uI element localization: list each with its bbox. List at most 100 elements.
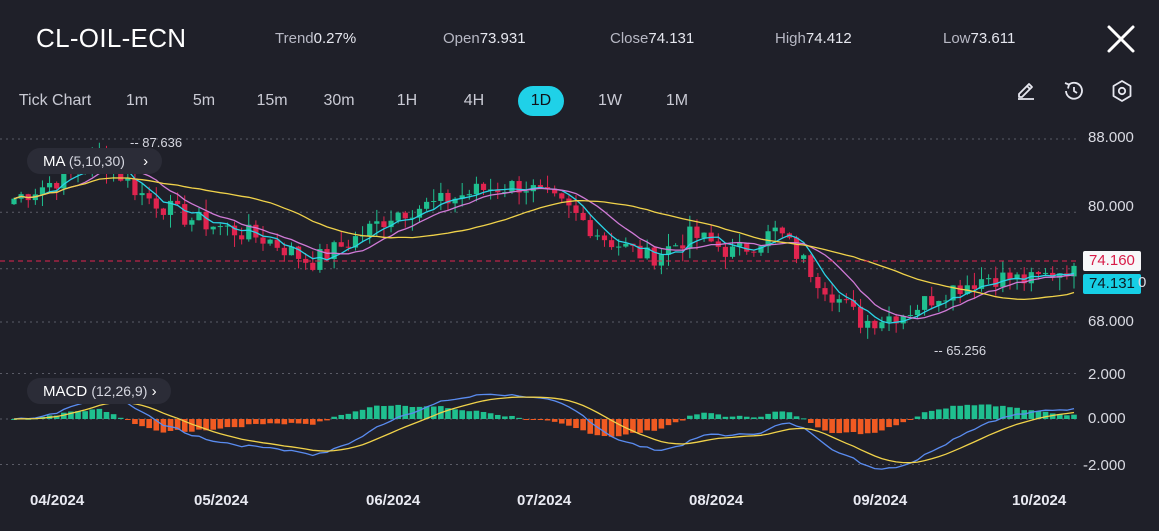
candle-body — [687, 226, 693, 249]
macd-histogram-bar — [822, 419, 828, 431]
macd-histogram-bar — [679, 419, 686, 421]
macd-histogram-bar — [815, 419, 821, 428]
candle-body — [523, 191, 529, 193]
macd-histogram-bar — [174, 419, 181, 430]
tf-1mo[interactable]: 1M — [665, 92, 689, 109]
candle-body — [729, 246, 736, 257]
macd-histogram-bar — [872, 419, 878, 433]
candle-body — [288, 246, 295, 256]
candle-body — [1028, 272, 1034, 284]
macd-signal-line — [13, 396, 1075, 464]
macd-histogram-bar — [1000, 405, 1006, 419]
macd-histogram-bar — [843, 419, 850, 433]
macd-indicator-pill[interactable]: MACD (12,26,9) › — [27, 378, 171, 404]
tf-1d[interactable]: 1D — [518, 86, 564, 116]
tf-30m[interactable]: 30m — [323, 92, 355, 109]
candle-body — [381, 221, 387, 228]
macd-histogram-bar — [687, 415, 693, 419]
low-value: 73.611 — [970, 30, 1016, 47]
candle-body — [929, 296, 935, 306]
candle-body — [1000, 272, 1006, 287]
candle-body — [836, 299, 842, 303]
tf-1m[interactable]: 1m — [125, 92, 149, 109]
macd-histogram-bar — [551, 419, 558, 422]
chevron-right-icon[interactable]: › — [151, 383, 157, 400]
candle-body — [424, 201, 430, 209]
macd-histogram-bar — [459, 410, 465, 419]
macd-histogram-bar — [68, 411, 74, 419]
macd-histogram-bar — [117, 417, 124, 419]
macd-label: MACD — [43, 383, 88, 400]
candle-body — [239, 235, 245, 240]
x-label-07: 07/2024 — [517, 492, 572, 509]
macd-histogram-bar — [715, 414, 722, 419]
candle-body — [537, 185, 544, 188]
macd-histogram-bar — [82, 411, 88, 419]
chevron-right-icon[interactable]: › — [143, 153, 149, 170]
macd-histogram-bar — [210, 419, 216, 430]
macd-histogram-bar — [317, 419, 323, 422]
macd-histogram-bar — [423, 406, 430, 419]
macd-histogram-bar — [530, 419, 537, 420]
candle-body — [345, 246, 351, 248]
macd-histogram-bar — [708, 413, 714, 419]
timeframe-bar: Tick Chart 1m 5m 15m 30m 1H 4H 1D 1W 1M — [0, 86, 1159, 116]
candle-body — [801, 255, 807, 259]
candle-body — [338, 242, 344, 247]
candle-body — [153, 198, 159, 209]
tf-1h[interactable]: 1H — [396, 92, 418, 109]
open-value: 73.931 — [479, 30, 526, 47]
candle-body — [829, 294, 835, 303]
macd-axis-neg2: -2.000 — [1083, 457, 1126, 474]
candle-body — [936, 301, 942, 306]
candle-body — [857, 306, 864, 328]
macd-histogram-bar — [231, 419, 238, 428]
history-icon[interactable] — [1061, 78, 1087, 104]
price-axis-80: 80.000 — [1088, 198, 1134, 215]
macd-histogram-bar — [125, 419, 131, 420]
macd-histogram-bar — [487, 413, 494, 419]
tf-4h[interactable]: 4H — [463, 92, 485, 109]
candle-body — [879, 322, 885, 329]
candle-body — [438, 192, 444, 202]
pencil-icon[interactable] — [1013, 78, 1039, 104]
macd-histogram-bar — [167, 419, 174, 431]
macd-axis-0: 0.000 — [1088, 410, 1126, 427]
macd-histogram-bar — [60, 412, 67, 419]
close-icon[interactable] — [1104, 22, 1138, 56]
candle-body — [765, 231, 771, 247]
macd-histogram-bar — [651, 419, 658, 431]
macd-histogram-bar — [523, 419, 530, 420]
tf-tick-chart[interactable]: Tick Chart — [18, 92, 92, 109]
candle-body — [922, 296, 928, 310]
candle-body — [402, 212, 408, 219]
candle-body — [1057, 273, 1063, 278]
candle-body — [1071, 265, 1077, 277]
tf-1w[interactable]: 1W — [598, 92, 622, 109]
tf-5m[interactable]: 5m — [192, 92, 216, 109]
macd-histogram-bar — [928, 410, 935, 419]
macd-histogram-bar — [630, 419, 636, 433]
tf-15m[interactable]: 15m — [256, 92, 288, 109]
candle-body — [779, 227, 785, 234]
candle-body — [495, 189, 501, 193]
close-stat: Close74.131 — [610, 30, 694, 47]
ma-indicator-pill[interactable]: MA (5,10,30) › — [27, 148, 163, 174]
macd-histogram-bar — [601, 419, 608, 437]
macd-histogram-bar — [53, 415, 60, 419]
macd-histogram-bar — [395, 404, 401, 419]
macd-histogram-bar — [260, 419, 266, 425]
candle-body — [431, 201, 437, 203]
macd-histogram-bar — [473, 410, 480, 419]
macd-histogram-bar — [587, 419, 594, 434]
low-annotation-value: 65.256 — [946, 343, 987, 358]
candle-body — [680, 245, 686, 249]
candle-body — [872, 320, 878, 329]
high-annotation: -- 87.636 — [130, 135, 183, 150]
macd-histogram-bar — [836, 419, 843, 434]
macd-histogram-bar — [751, 417, 757, 419]
candle-body — [231, 225, 238, 236]
candle-body — [139, 193, 145, 196]
settings-icon[interactable] — [1109, 78, 1135, 104]
